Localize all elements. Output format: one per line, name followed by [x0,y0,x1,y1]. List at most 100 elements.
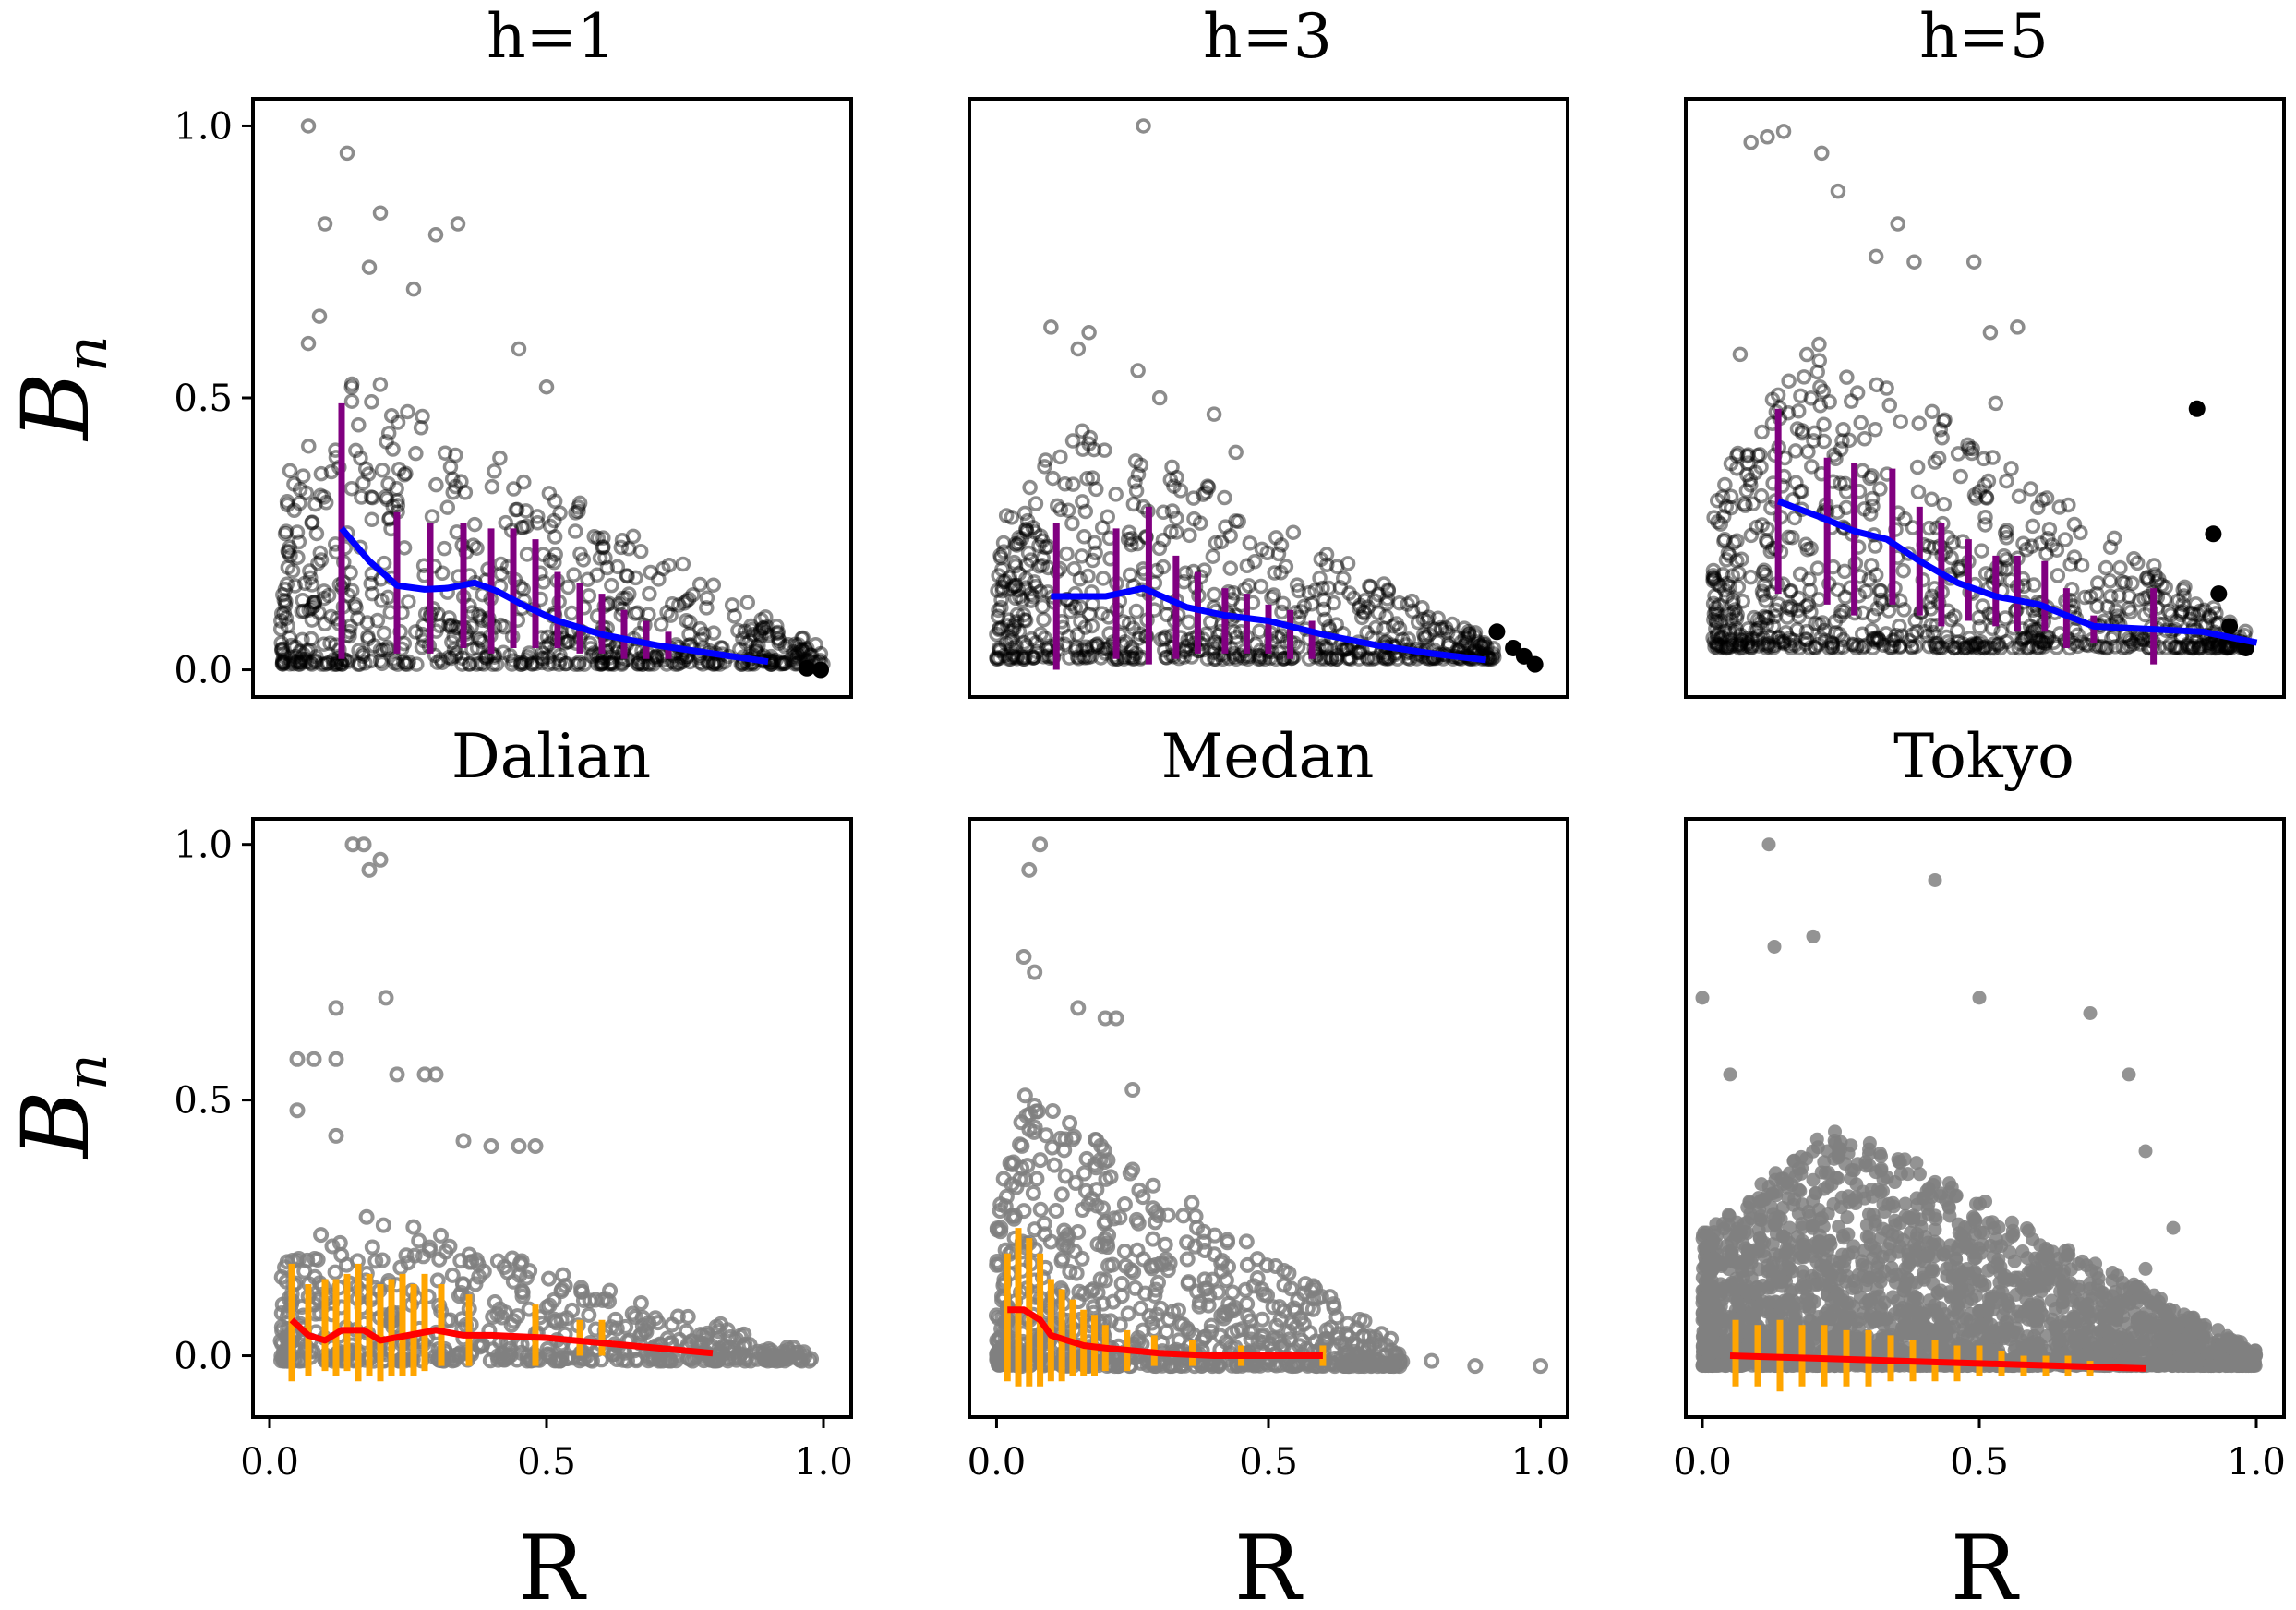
data-point [1998,551,2014,568]
data-point [1328,651,1345,667]
data-point [1896,602,1912,618]
data-point [462,655,478,672]
data-point [1875,595,1891,611]
data-point [1457,630,1473,646]
data-point [513,656,530,672]
data-point [343,393,360,409]
data-point [1340,556,1356,571]
data-point [1108,487,1124,502]
data-point [376,555,392,571]
data-point [293,654,308,670]
data-point [2024,625,2039,641]
data-point [1056,1222,1073,1239]
data-point [1162,472,1179,487]
data-point [582,635,598,652]
data-point [1776,635,1792,652]
data-point [1085,470,1100,486]
data-point [1206,644,1221,660]
data-point [318,656,333,672]
data-point [1186,511,1202,527]
data-point [1982,325,1999,341]
data-point [352,656,367,672]
data-point [283,637,299,654]
data-point [339,145,355,162]
data-point [621,586,637,602]
data-point [1793,388,1809,404]
data-point [323,608,339,625]
data-point [1018,522,1035,538]
data-point [2184,640,2201,656]
data-point [1239,558,1256,574]
data-point [1340,1316,1356,1332]
data-point [351,417,367,433]
data-point [316,489,332,505]
data-point [559,633,576,650]
data-point [770,631,787,646]
data-point [1977,639,1994,655]
data-point [304,612,320,628]
data-point [292,495,307,511]
data-point [1249,1269,1266,1286]
data-point [1098,1171,1114,1187]
data-point [2201,637,2217,653]
data-point [628,570,643,586]
data-point [2122,633,2139,649]
data-point [1025,589,1041,605]
data-point [1871,632,1888,649]
data-point [1370,605,1387,621]
data-point [1329,648,1345,664]
data-point [363,653,379,669]
data-point [428,476,444,493]
data-point [374,462,391,478]
data-point [1124,531,1140,547]
data-point [1888,628,1905,643]
data-point [1159,650,1174,666]
data-point [396,654,412,670]
data-point [563,605,580,621]
data-point [659,605,675,620]
data-point [401,654,416,670]
data-point [1955,636,1971,652]
data-point [1026,650,1041,666]
data-point [1962,638,1978,654]
data-point [1376,576,1392,592]
data-point [1950,446,1966,462]
data-point [1099,641,1115,656]
data-point [411,1232,427,1249]
data-point [1060,502,1076,518]
data-point [1437,620,1454,636]
data-point [358,1208,375,1225]
axes-frame-top-middle [968,97,1569,699]
data-point [1228,513,1244,529]
data-point [1084,618,1100,634]
data-point [1881,603,1897,619]
data-point [1759,535,1775,550]
data-point [657,1352,674,1369]
data-point [1087,1132,1103,1148]
plot-area-bottom-left [272,836,820,1382]
data-point [2151,571,2167,587]
data-point [293,655,309,670]
data-point [1458,634,1474,651]
data-point [1829,504,1845,521]
data-point [514,520,530,535]
data-point [1731,638,1748,654]
panel-top-left: 0.00.51.0 [174,97,853,699]
data-point [1028,496,1044,511]
data-point [2038,546,2054,561]
data-point [990,583,1005,598]
data-point [1032,1152,1049,1169]
data-point [1722,621,1738,638]
data-point [2014,631,2030,647]
data-point [1081,606,1098,622]
data-point [511,1137,527,1154]
data-point [1467,1358,1484,1375]
data-point [286,502,302,519]
data-point [282,547,298,564]
data-point [1121,649,1137,666]
data-point [1376,650,1392,667]
data-point [602,650,618,666]
data-point [552,505,568,522]
data-point [1812,631,1829,646]
data-point [1964,639,1980,655]
